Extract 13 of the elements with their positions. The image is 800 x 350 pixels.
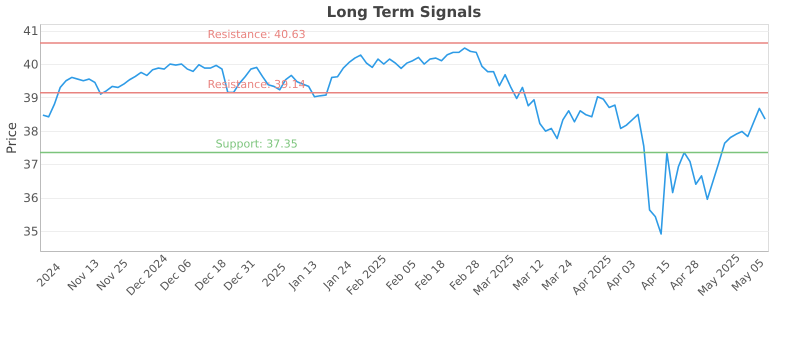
- y-tick-label: 36: [23, 191, 38, 206]
- line-series: [42, 47, 766, 235]
- y-tick-label: 37: [23, 158, 38, 172]
- chart-title: Long Term Signals: [326, 3, 482, 21]
- ref-line-label: Support: 37.35: [216, 138, 298, 151]
- y-tick-label: 38: [23, 124, 38, 138]
- y-tick-label: 35: [23, 224, 38, 238]
- y-tick-label: 39: [23, 90, 38, 105]
- y-tick-label: 41: [23, 24, 38, 38]
- ref-line-label: Resistance: 40.63: [208, 28, 306, 42]
- y-axis-title: Price: [5, 122, 20, 154]
- x-tick-label: Jan 13: [286, 258, 320, 293]
- y-tick-label: 40: [23, 58, 38, 72]
